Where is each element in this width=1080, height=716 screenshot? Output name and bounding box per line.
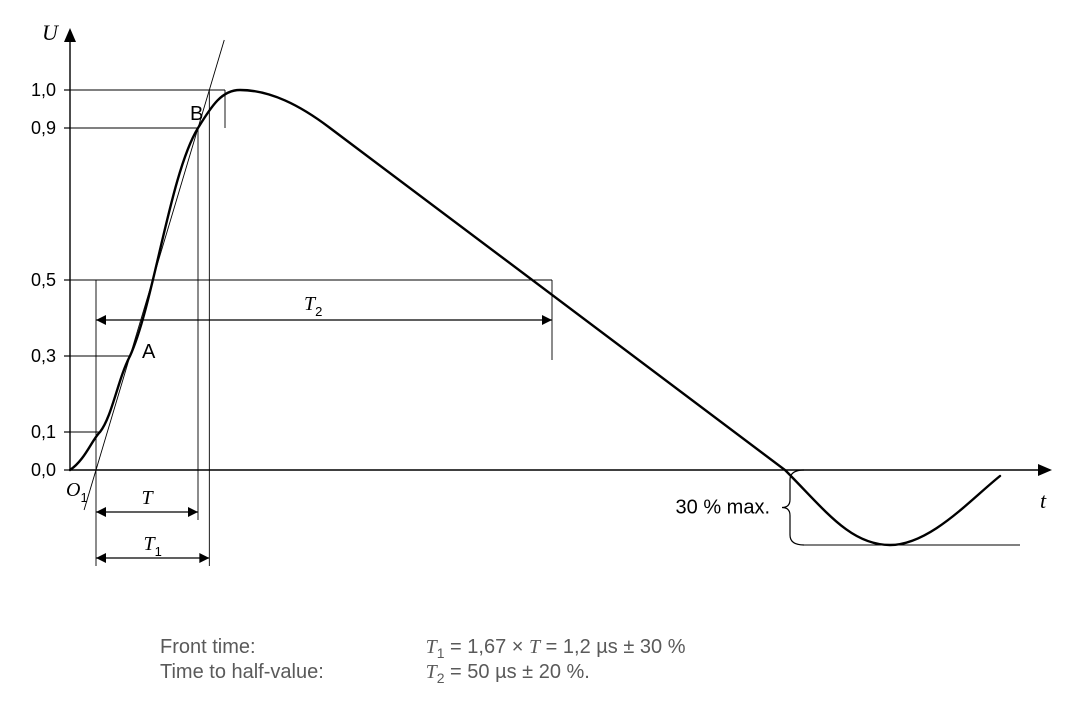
- svg-text:O1: O1: [66, 479, 88, 505]
- svg-text:0,0: 0,0: [31, 460, 56, 480]
- svg-text:A: A: [142, 341, 156, 363]
- half-value-value: T2 = 50 µs ± 20 %.: [426, 661, 590, 683]
- svg-text:1,0: 1,0: [31, 80, 56, 100]
- svg-text:t: t: [1040, 488, 1047, 513]
- svg-text:30 % max.: 30 % max.: [676, 497, 770, 519]
- svg-text:0,3: 0,3: [31, 346, 56, 366]
- half-value-label: Time to half-value:: [160, 661, 420, 684]
- surge-waveform-diagram: Ut 0,0 0,1 0,3 0,5 0,9 1,0 A B O1 T2 T T1 30 % max.: [0, 0, 1080, 600]
- svg-text:0,1: 0,1: [31, 422, 56, 442]
- svg-text:T: T: [141, 487, 154, 509]
- svg-text:T1: T1: [143, 533, 161, 559]
- svg-text:0,9: 0,9: [31, 118, 56, 138]
- caption-row-1: Front time: T1 = 1,67 × T = 1,2 µs ± 30 …: [160, 636, 685, 661]
- svg-text:0,5: 0,5: [31, 270, 56, 290]
- caption-row-2: Time to half-value: T2 = 50 µs ± 20 %.: [160, 661, 685, 686]
- caption-block: Front time: T1 = 1,67 × T = 1,2 µs ± 30 …: [160, 636, 685, 686]
- svg-text:T2: T2: [304, 293, 322, 319]
- svg-text:B: B: [190, 103, 203, 125]
- svg-text:U: U: [42, 20, 60, 45]
- front-time-label: Front time:: [160, 636, 420, 659]
- front-time-value: T1 = 1,67 × T = 1,2 µs ± 30 %: [426, 636, 686, 658]
